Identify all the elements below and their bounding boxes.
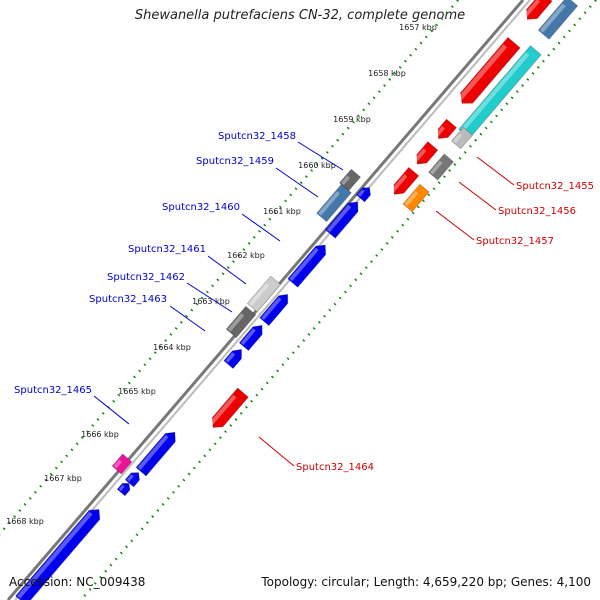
tick-label: 1668 kbp	[6, 517, 44, 526]
backbone-line-inner	[14, 0, 531, 600]
map-title: Shewanella putrefaciens CN-32, complete …	[134, 8, 466, 23]
forward-gene-label[interactable]: Sputcn32_1463	[89, 294, 167, 305]
tick-label: 1658 kbp	[368, 69, 406, 78]
tick-marks: 1657 kbp 1658 kbp 1659 kbp 1660 kbp 1661 kbp…	[6, 23, 437, 526]
gene-feature	[355, 187, 371, 203]
topology-text: Topology: circular; Length: 4,659,220 bp…	[261, 575, 591, 589]
forward-gene-label[interactable]: Sputcn32_1458	[218, 131, 296, 142]
label-leader-line	[186, 282, 233, 313]
label-leader-line	[476, 156, 515, 186]
gene-feature	[223, 348, 242, 370]
gene-feature	[402, 183, 430, 213]
label-leader-line	[297, 141, 344, 171]
forward-gene-label[interactable]: Sputcn32_1465	[14, 385, 92, 396]
forward-gene-label[interactable]: Sputcn32_1462	[107, 272, 185, 283]
gene-feature	[324, 201, 359, 239]
gene-feature	[523, 0, 553, 20]
label-leader-lines	[93, 141, 515, 467]
tick-label: 1663 kbp	[192, 297, 230, 306]
label-leader-line	[258, 436, 295, 467]
gene-feature	[238, 324, 263, 352]
gene-feature	[413, 141, 439, 165]
gene-features	[15, 0, 579, 600]
forward-gene-label[interactable]: Sputcn32_1459	[196, 156, 274, 167]
gene-feature	[390, 166, 420, 195]
gene-feature	[124, 472, 140, 488]
gene-labels: Sputcn32_1458 Sputcn32_1459 Sputcn32_1460 S…	[14, 131, 594, 473]
label-leader-line	[275, 167, 319, 198]
label-leader-line	[241, 213, 281, 242]
reverse-gene-label[interactable]: Sputcn32_1457	[476, 236, 554, 247]
tick-label: 1667 kbp	[44, 474, 82, 483]
label-leader-line	[458, 181, 497, 211]
tick-label: 1659 kbp	[333, 115, 371, 124]
gene-feature	[287, 244, 327, 288]
gene-feature	[457, 36, 521, 104]
gene-feature	[116, 482, 131, 497]
label-leader-line	[93, 395, 130, 425]
gene-feature	[259, 293, 289, 327]
gene-feature	[111, 453, 133, 475]
gene-feature	[15, 509, 101, 600]
gene-feature	[316, 183, 352, 223]
tick-label: 1664 kbp	[153, 343, 191, 352]
reverse-gene-label[interactable]: Sputcn32_1464	[296, 462, 374, 473]
gene-feature	[451, 126, 473, 150]
tick-label: 1660 kbp	[298, 161, 336, 170]
tick-label: 1666 kbp	[81, 430, 119, 439]
gene-feature	[225, 305, 257, 339]
label-leader-line	[207, 255, 247, 285]
gene-feature	[135, 431, 176, 477]
label-leader-line	[169, 305, 206, 332]
gene-feature	[434, 118, 458, 140]
reverse-gene-label[interactable]: Sputcn32_1456	[498, 206, 576, 217]
gene-feature	[537, 0, 579, 40]
tick-label: 1657 kbp	[399, 23, 437, 32]
gene-feature	[246, 275, 282, 313]
label-leader-line	[435, 210, 475, 241]
accession-text: Accession: NC_009438	[9, 575, 146, 589]
tick-label: 1661 kbp	[263, 207, 301, 216]
forward-gene-label[interactable]: Sputcn32_1460	[162, 202, 240, 213]
gene-feature	[209, 387, 249, 428]
tick-label: 1665 kbp	[118, 387, 156, 396]
forward-gene-label[interactable]: Sputcn32_1461	[128, 244, 206, 255]
reverse-gene-label[interactable]: Sputcn32_1455	[516, 181, 594, 192]
tick-label: 1662 kbp	[227, 251, 265, 260]
gene-feature	[428, 153, 454, 181]
